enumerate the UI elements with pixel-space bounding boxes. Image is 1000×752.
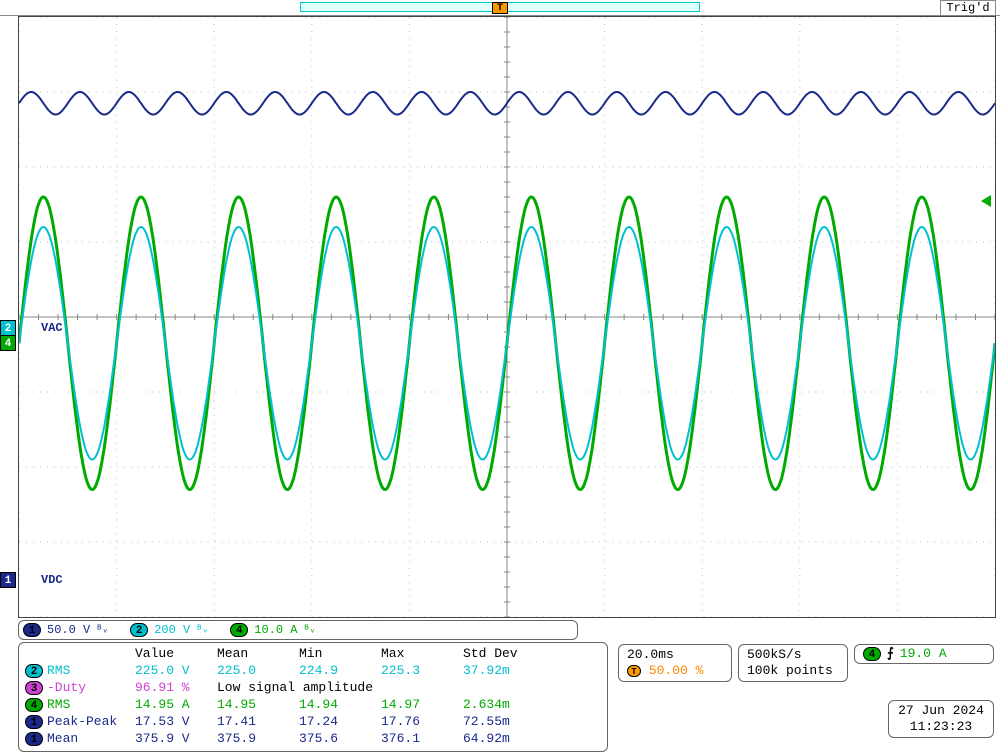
channel-2-badge: 2 <box>130 623 148 637</box>
timebase-offset: 50.00 % <box>649 663 704 678</box>
channel-4-badge: 4 <box>230 623 248 637</box>
channel-1-badge: 1 <box>23 623 41 637</box>
channel-4-ground-marker[interactable]: 4 <box>0 335 16 351</box>
sample-points: 100k points <box>747 663 839 679</box>
trigger-level-arrow-icon <box>981 195 991 207</box>
channel-4-scale: 10.0 A <box>254 623 297 637</box>
channel-settings-bar[interactable]: 1 50.0 V ᴮᵥ 2 200 V ᴮᵥ 4 10.0 A ᴮᵥ <box>18 620 578 640</box>
bottom-panel: 1 50.0 V ᴮᵥ 2 200 V ᴮᵥ 4 10.0 A ᴮᵥ Value Mean Mi… <box>18 620 996 752</box>
meas-mean: 375.9 <box>217 730 299 747</box>
sample-rate: 500kS/s <box>747 647 839 663</box>
waveform-svg <box>19 17 995 617</box>
trigger-status: Trig'd <box>940 0 996 16</box>
measurement-row[interactable]: 4 RMS 14.95 A14.9514.9414.972.634m <box>25 696 601 713</box>
acquisition-box[interactable]: 500kS/s 100k points <box>738 644 848 682</box>
measurement-row[interactable]: 3 -Duty 96.91 %Low signal amplitude <box>25 679 601 696</box>
meas-ch-badge: 1 <box>25 715 43 729</box>
meas-std: 72.55m <box>463 713 545 730</box>
meas-ch-badge: 4 <box>25 698 43 712</box>
meas-ch-badge: 3 <box>25 681 43 695</box>
channel-4-scale-pill[interactable]: 4 10.0 A ᴮᵥ <box>230 623 315 637</box>
meas-min: 375.6 <box>299 730 381 747</box>
waveform-display[interactable]: VDC VAC <box>18 16 996 618</box>
col-min: Min <box>299 645 381 662</box>
trigger-settings-box[interactable]: 4 ⨍ 19.0 A <box>854 644 994 664</box>
measurement-row[interactable]: 1 Peak-Peak 17.53 V17.4117.2417.7672.55m <box>25 713 601 730</box>
meas-value: 17.53 V <box>135 713 217 730</box>
meas-value: 96.91 % <box>135 679 217 696</box>
channel-1-coupling: ᴮᵥ <box>96 625 108 636</box>
meas-value: 14.95 A <box>135 696 217 713</box>
timebase-box[interactable]: 20.0ms T 50.00 % <box>618 644 732 682</box>
meas-name: RMS <box>47 662 70 679</box>
time-label: 11:23:23 <box>897 719 985 735</box>
meas-name: -Duty <box>47 679 86 696</box>
channel-2-ground-marker[interactable]: 2 <box>0 320 16 336</box>
meas-mean: 14.95 <box>217 696 299 713</box>
meas-mean: 17.41 <box>217 713 299 730</box>
meas-std: 64.92m <box>463 730 545 747</box>
col-mean: Mean <box>217 645 299 662</box>
channel-2-coupling: ᴮᵥ <box>196 625 208 636</box>
trigger-level-value: 19.0 A <box>900 646 947 662</box>
channel-2-scale: 200 V <box>154 623 190 637</box>
col-max: Max <box>381 645 463 662</box>
meas-name: Peak-Peak <box>47 713 117 730</box>
measurement-row[interactable]: 1 Mean 375.9 V375.9375.6376.164.92m <box>25 730 601 747</box>
timebase-scale: 20.0ms <box>627 647 723 663</box>
meas-mean: 225.0 <box>217 662 299 679</box>
timebase-trigger-icon: T <box>627 665 641 677</box>
meas-max: 14.97 <box>381 696 463 713</box>
channel-1-label: VDC <box>41 573 63 587</box>
measurements-panel[interactable]: Value Mean Min Max Std Dev 2 RMS225.0 V2… <box>18 642 608 752</box>
top-bar: T Trig'd <box>0 0 1000 16</box>
meas-std: 37.92m <box>463 662 545 679</box>
channel-2-label: VAC <box>41 321 63 335</box>
measurements-header-row: Value Mean Min Max Std Dev <box>25 645 601 662</box>
meas-name: RMS <box>47 696 70 713</box>
trigger-source-badge: 4 <box>863 647 881 661</box>
meas-name: Mean <box>47 730 78 747</box>
timestamp-box: 27 Jun 2024 11:23:23 <box>888 700 994 738</box>
trigger-edge-icon: ⨍ <box>887 646 894 662</box>
meas-max: 225.3 <box>381 662 463 679</box>
meas-max: 17.76 <box>381 713 463 730</box>
meas-ch-badge: 2 <box>25 664 43 678</box>
meas-ch-badge: 1 <box>25 732 43 746</box>
date-label: 27 Jun 2024 <box>897 703 985 719</box>
meas-value: 375.9 V <box>135 730 217 747</box>
measurement-row[interactable]: 2 RMS 225.0 V225.0224.9225.337.92m <box>25 662 601 679</box>
channel-1-ground-marker[interactable]: 1 <box>0 572 16 588</box>
meas-value: 225.0 V <box>135 662 217 679</box>
meas-min: 14.94 <box>299 696 381 713</box>
meas-std: 2.634m <box>463 696 545 713</box>
meas-max: 376.1 <box>381 730 463 747</box>
meas-min: 17.24 <box>299 713 381 730</box>
col-value: Value <box>135 645 217 662</box>
trigger-position-marker[interactable]: T <box>492 2 508 14</box>
channel-4-coupling: ᴮᵥ <box>303 625 315 636</box>
channel-1-scale: 50.0 V <box>47 623 90 637</box>
channel-1-scale-pill[interactable]: 1 50.0 V ᴮᵥ <box>23 623 108 637</box>
meas-min: 224.9 <box>299 662 381 679</box>
col-std: Std Dev <box>463 645 545 662</box>
meas-warning: Low signal amplitude <box>217 679 545 696</box>
channel-2-scale-pill[interactable]: 2 200 V ᴮᵥ <box>130 623 208 637</box>
